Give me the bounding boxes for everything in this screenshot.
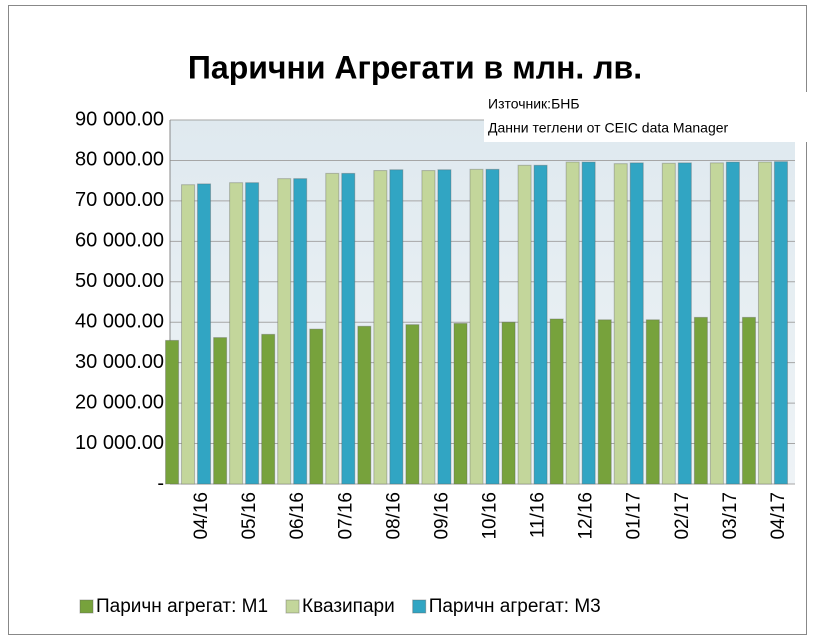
bar [341, 172, 356, 485]
x-tick-label: 04/17 [768, 492, 789, 540]
bar [261, 333, 276, 485]
bar [181, 184, 196, 485]
bar [213, 337, 228, 485]
bar [421, 170, 436, 485]
legend-label: Паричн агрегат: М3 [429, 596, 601, 617]
y-tick-label: 10 000.00 [75, 432, 164, 454]
bar [709, 162, 724, 485]
y-tick-label: 50 000.00 [75, 270, 164, 292]
bar [245, 182, 260, 485]
y-tick-label: 40 000.00 [75, 311, 164, 333]
y-tick-label: 70 000.00 [75, 189, 164, 211]
bar [741, 316, 756, 485]
bar [229, 182, 244, 485]
x-tick-label: 12/16 [576, 492, 597, 540]
legend-label: Квазипари [302, 596, 395, 617]
bar [645, 319, 660, 485]
y-tick-label: 30 000.00 [75, 351, 164, 373]
bar [277, 178, 292, 485]
bar [725, 161, 740, 485]
bar [549, 318, 564, 485]
legend-swatch [79, 599, 94, 614]
bar [581, 161, 596, 485]
bar [773, 161, 788, 485]
bar [693, 316, 708, 485]
legend-label: Паричн агрегат: М1 [96, 596, 268, 617]
x-tick-label: 06/16 [287, 492, 308, 540]
x-tick-label: 10/16 [480, 492, 501, 540]
y-tick-label: 20 000.00 [75, 391, 164, 413]
y-tick-label: - [157, 472, 164, 494]
bar [629, 162, 644, 485]
bar [165, 339, 180, 485]
bar [325, 172, 340, 485]
bar [613, 163, 628, 485]
chart-title: Парични Агрегати в млн. лв. [188, 49, 642, 85]
bar [757, 161, 772, 485]
bar [453, 322, 468, 485]
bar [485, 168, 500, 485]
legend-swatch [285, 599, 300, 614]
bar [373, 170, 388, 485]
bar [405, 324, 420, 485]
x-tick-label: 11/16 [528, 492, 549, 538]
bar [437, 169, 452, 485]
x-tick-label: 01/17 [624, 492, 645, 540]
bar [357, 325, 372, 485]
bar [517, 164, 532, 485]
x-tick-label: 08/16 [383, 492, 404, 540]
y-tick-label: 60 000.00 [75, 230, 164, 252]
bar [597, 319, 612, 485]
x-tick-label: 09/16 [431, 492, 452, 540]
annotation: Данни теглени от CEIC data Manager [488, 120, 729, 136]
bar [533, 164, 548, 485]
x-tick-label: 02/17 [672, 492, 693, 540]
y-tick-label: 80 000.00 [75, 149, 164, 171]
bar [469, 168, 484, 485]
x-tick-label: 03/17 [720, 492, 741, 540]
bar [197, 183, 212, 485]
bar [565, 161, 580, 485]
x-tick-label: 05/16 [239, 492, 260, 540]
legend-swatch [412, 599, 427, 614]
annotation-box [484, 92, 814, 142]
x-tick-label: 04/16 [191, 492, 212, 540]
bar [501, 321, 516, 485]
bar [293, 178, 308, 485]
x-tick-label: 07/16 [335, 492, 356, 540]
bar [661, 162, 676, 485]
y-tick-label: 90 000.00 [75, 108, 164, 130]
bar [389, 169, 404, 485]
bar [677, 162, 692, 485]
annotation: Източник:БНБ [488, 96, 580, 112]
bar [309, 328, 324, 485]
